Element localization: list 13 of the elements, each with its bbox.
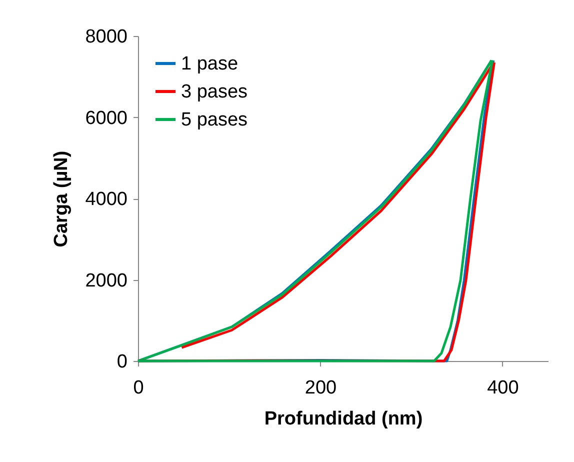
legend-label: 3 pases [181, 82, 248, 102]
legend-label: 5 pases [181, 110, 248, 130]
y-tick-label: 6000 [85, 108, 128, 129]
x-tick-label: 400 [487, 378, 519, 398]
y-axis-title: Carga (µN) [51, 150, 72, 248]
y-tick-label: 2000 [85, 270, 128, 292]
x-axis-title: Profundidad (nm) [264, 408, 423, 430]
y-tick-label: 4000 [85, 189, 128, 210]
legend-label: 1 pase [181, 54, 238, 74]
x-tick-label: 200 [304, 378, 337, 398]
y-tick-label: 8000 [85, 26, 128, 48]
y-tick-label: 0 [116, 352, 128, 372]
x-tick-label: 0 [133, 378, 144, 398]
